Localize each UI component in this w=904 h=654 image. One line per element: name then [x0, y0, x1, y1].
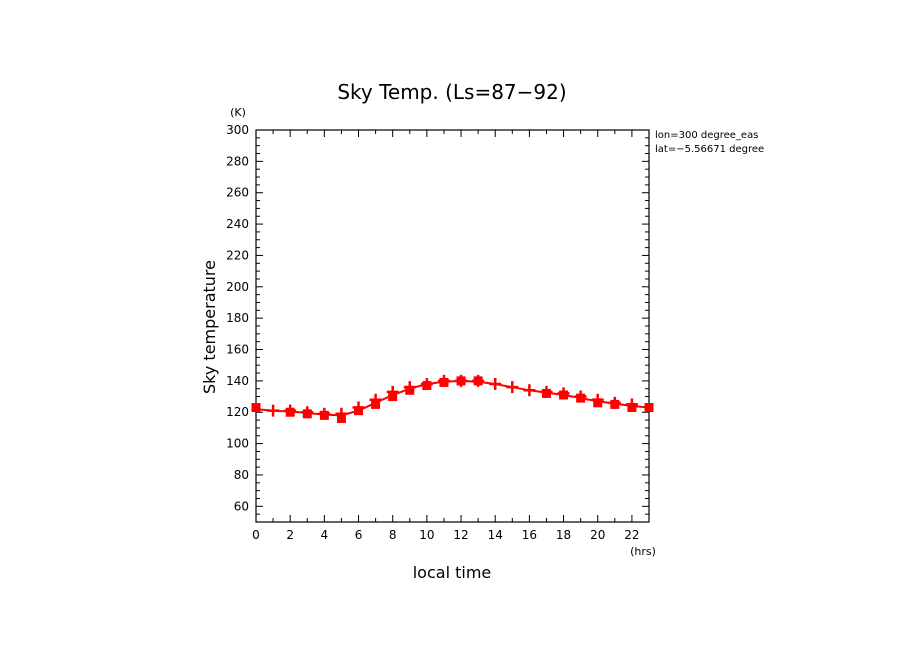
marker-plus: [489, 378, 502, 391]
x-tick-label: 8: [389, 528, 397, 542]
data-markers: [251, 374, 654, 424]
x-tick-label: 22: [624, 528, 639, 542]
marker-plus: [472, 374, 485, 387]
y-tick-label: 140: [226, 374, 249, 388]
marker-plus: [369, 393, 382, 406]
marker-plus: [284, 404, 297, 417]
x-tick-label: 12: [453, 528, 468, 542]
y-tick-label: 200: [226, 280, 249, 294]
annotation-lat: lat=−5.56671 degree: [655, 144, 764, 155]
tick-labels: 0 2 4 6 8 10 12 14 16 18 20 22 60 80 100 120 140 160 180 20…: [226, 123, 639, 542]
axis-ticks: [255, 129, 650, 523]
marker-plus: [574, 390, 587, 403]
marker-plus: [557, 387, 570, 400]
marker-plus: [437, 374, 450, 387]
x-tick-label: 16: [522, 528, 537, 542]
marker-plus: [625, 398, 638, 411]
x-unit-label: (hrs): [630, 545, 656, 558]
x-tick-label: 20: [590, 528, 605, 542]
series-line: [255, 379, 650, 417]
marker-plus: [523, 384, 536, 397]
y-tick-label: 180: [226, 311, 249, 325]
marker-plus: [420, 378, 433, 391]
marker-plus: [318, 407, 331, 420]
x-tick-label: 6: [355, 528, 363, 542]
x-tick-label: 2: [286, 528, 294, 542]
y-tick-label: 160: [226, 343, 249, 357]
marker-square: [251, 403, 261, 413]
y-tick-label: 80: [234, 468, 249, 482]
marker-plus: [267, 404, 280, 417]
y-axis-label: Sky temperature: [200, 260, 219, 394]
x-tick-label: 18: [556, 528, 571, 542]
marker-plus: [608, 396, 621, 409]
y-tick-label: 300: [226, 123, 249, 137]
y-tick-label: 60: [234, 499, 249, 513]
marker-square: [644, 403, 654, 413]
y-unit-label: (K): [230, 106, 246, 119]
marker-plus: [591, 393, 604, 406]
x-tick-label: 4: [321, 528, 329, 542]
y-tick-label: 120: [226, 405, 249, 419]
x-tick-label: 0: [252, 528, 260, 542]
marker-plus: [335, 407, 348, 420]
y-tick-label: 100: [226, 437, 249, 451]
marker-plus: [455, 374, 468, 387]
marker-plus: [540, 385, 553, 398]
y-tick-label: 220: [226, 248, 249, 262]
marker-plus: [301, 406, 314, 419]
x-axis-label: local time: [413, 563, 492, 582]
y-tick-label: 240: [226, 217, 249, 231]
y-tick-label: 260: [226, 186, 249, 200]
chart-title: Sky Temp. (Ls=87−92): [337, 80, 566, 104]
annotation-lon: lon=300 degree_eas: [655, 130, 758, 141]
marker-plus: [506, 381, 519, 394]
marker-plus: [352, 401, 365, 414]
plot-frame: [255, 129, 650, 523]
x-tick-label: 10: [419, 528, 434, 542]
marker-plus: [386, 385, 399, 398]
marker-plus: [403, 381, 416, 394]
y-tick-label: 280: [226, 154, 249, 168]
x-tick-label: 14: [488, 528, 503, 542]
